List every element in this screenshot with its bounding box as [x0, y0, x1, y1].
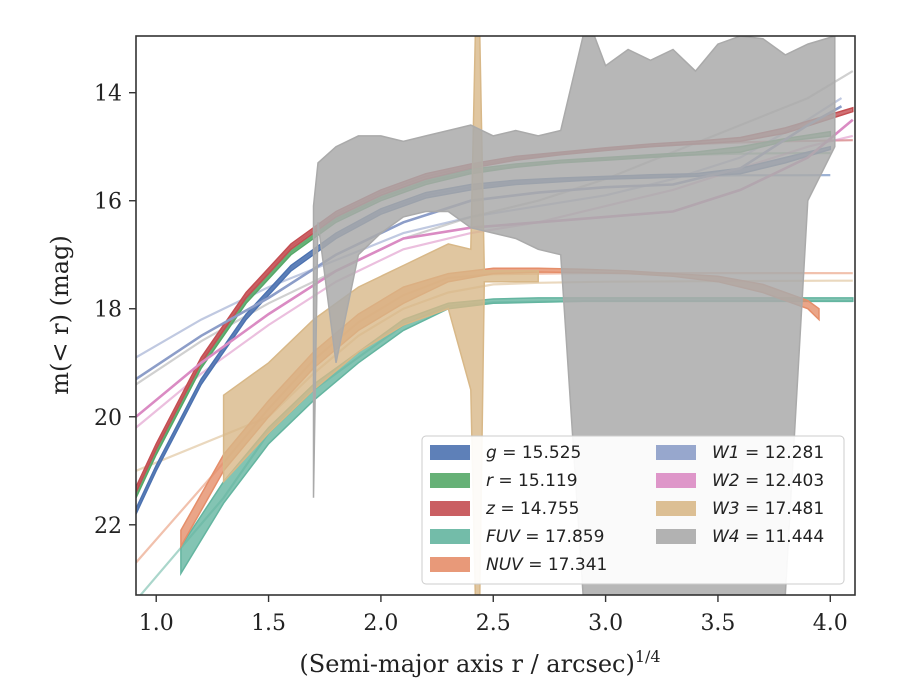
legend-item-nuv: NUV = 17.341	[430, 555, 607, 575]
legend-item-w4: W4 = 11.444	[656, 527, 824, 547]
legend-swatch	[656, 529, 696, 544]
x-tick-label: 1.5	[251, 611, 286, 636]
y-tick-label: 14	[94, 82, 122, 107]
legend-swatch	[656, 445, 696, 460]
x-axis-title: (Semi-major axis r / arcsec)1/4	[299, 647, 660, 678]
legend-item-r: r = 15.119	[430, 471, 578, 491]
y-tick-label: 22	[94, 514, 122, 539]
y-tick-label: 18	[94, 298, 122, 323]
x-tick-label: 2.0	[363, 611, 398, 636]
legend-swatch	[430, 445, 470, 460]
x-tick-label: 3.0	[588, 611, 623, 636]
legend-label: W4 = 11.444	[712, 527, 824, 547]
y-tick-label: 16	[94, 190, 122, 215]
x-tick-label: 1.0	[139, 611, 174, 636]
legend-swatch	[430, 501, 470, 516]
legend-frame	[421, 435, 845, 585]
legend-label: z = 14.755	[485, 499, 579, 519]
legend-label: r = 15.119	[486, 471, 578, 491]
legend-swatch	[430, 473, 470, 488]
y-axis-title: m(< r) (mag)	[46, 235, 74, 394]
legend-label: W3 = 17.481	[712, 499, 824, 519]
legend-swatch	[430, 529, 470, 544]
x-tick-label: 4.0	[813, 611, 848, 636]
legend-item-fuv: FUV = 17.859	[430, 527, 604, 547]
legend-swatch	[656, 501, 696, 516]
legend-item-g: g = 15.525	[430, 443, 581, 463]
x-axis: 1.0 1.5 2.0 2.5 3.0 3.5 4.0	[139, 595, 848, 636]
legend-label: FUV = 17.859	[486, 527, 604, 547]
legend: g = 15.525 r = 15.119 z = 14.755 FUV = 17.8…	[421, 435, 845, 585]
legend-item-z: z = 14.755	[430, 499, 579, 519]
y-axis: 14 16 18 20 22	[94, 82, 136, 539]
legend-label: NUV = 17.341	[486, 555, 607, 575]
x-tick-label: 2.5	[476, 611, 511, 636]
legend-item-w3: W3 = 17.481	[656, 499, 824, 519]
legend-swatch	[430, 557, 470, 572]
plot-frame	[135, 35, 856, 596]
legend-label: g = 15.525	[486, 443, 581, 463]
legend-item-w2: W2 = 12.403	[656, 471, 824, 491]
band-w3	[222, 36, 539, 595]
y-tick-label: 20	[94, 406, 122, 431]
x-tick-label: 3.5	[700, 611, 735, 636]
legend-swatch	[656, 473, 696, 488]
legend-item-w1: W1 = 12.281	[656, 443, 824, 463]
legend-label: W2 = 12.403	[712, 471, 824, 491]
legend-label: W1 = 12.281	[712, 443, 824, 463]
